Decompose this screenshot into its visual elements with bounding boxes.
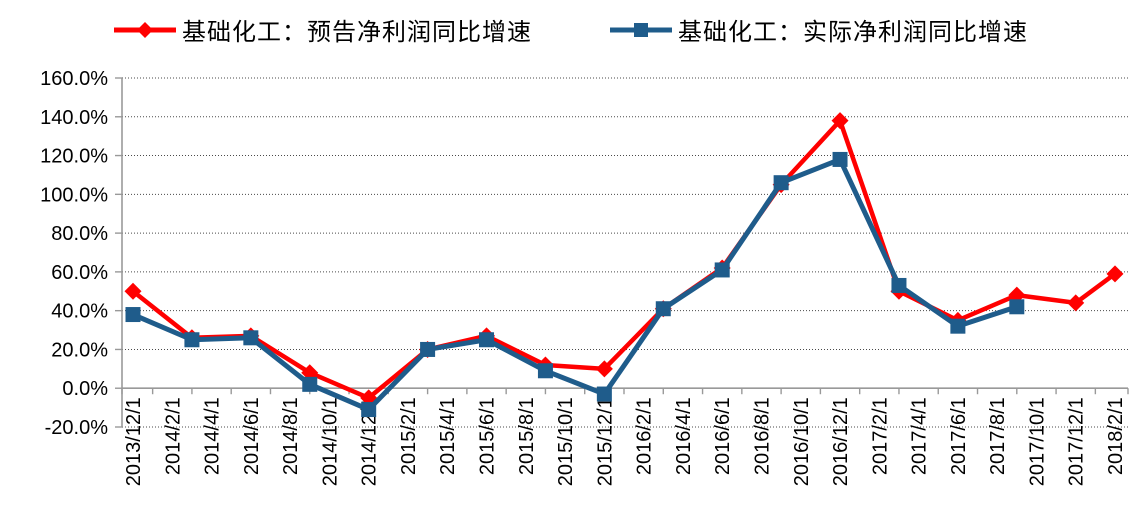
diamond-marker: [1067, 294, 1085, 312]
y-axis-label: 0.0%: [62, 378, 108, 400]
x-axis-label: 2016/2/1: [634, 397, 656, 475]
legend: 基础化工：预告净利润同比增速 基础化工：实际净利润同比增速: [0, 0, 1137, 46]
x-axis-label: 2017/12/1: [1066, 397, 1088, 486]
square-marker: [714, 262, 730, 278]
legend-label-forecast: 基础化工：预告净利润同比增速: [182, 20, 532, 46]
square-marker: [950, 318, 966, 334]
square-marker: [891, 277, 907, 293]
x-axis-label: 2015/2/1: [398, 397, 420, 475]
square-marker: [655, 301, 671, 317]
x-axis-label: 2014/2/1: [162, 397, 184, 475]
x-axis-label: 2014/6/1: [241, 397, 263, 475]
x-axis-label: 2017/10/1: [1026, 397, 1048, 486]
x-axis-label: 2015/12/1: [594, 397, 616, 486]
x-axis-label: 2017/8/1: [987, 397, 1009, 475]
x-axis-label: 2018/2/1: [1105, 397, 1127, 475]
y-axis-label: 140.0%: [40, 107, 108, 129]
square-marker: [420, 341, 436, 357]
x-axis-label: 2015/10/1: [555, 397, 577, 486]
square-marker: [184, 332, 200, 348]
square-marker: [596, 386, 612, 402]
x-axis-label: 2015/4/1: [437, 397, 459, 475]
x-axis-label: 2016/12/1: [830, 397, 852, 486]
legend-item-actual: 基础化工：实际净利润同比增速: [610, 12, 1028, 47]
y-axis-label: 40.0%: [51, 301, 108, 323]
y-axis-label: 160.0%: [40, 68, 108, 90]
x-axis-label: 2016/4/1: [673, 397, 695, 475]
x-axis-label: 2014/8/1: [280, 397, 302, 475]
y-axis-label: 100.0%: [40, 184, 108, 206]
x-axis-label: 2014/4/1: [202, 397, 224, 475]
y-axis-label: 120.0%: [40, 146, 108, 168]
diamond-marker: [1106, 265, 1124, 283]
square-marker: [773, 175, 789, 191]
x-axis-label: 2017/6/1: [948, 397, 970, 475]
legend-square-marker: [634, 22, 648, 37]
diamond-marker: [124, 282, 142, 300]
x-axis-label: 2014/12/1: [359, 397, 381, 486]
square-marker: [302, 376, 318, 392]
x-axis-label: 2016/6/1: [712, 397, 734, 475]
x-axis-label: 2014/10/1: [319, 397, 341, 486]
legend-actual-line-square-icon: [610, 22, 672, 37]
square-marker: [361, 402, 377, 418]
y-axis-label: 80.0%: [51, 223, 108, 245]
series-line-forecast: [130, 118, 1118, 401]
square-marker: [832, 151, 848, 167]
square-marker: [479, 332, 495, 348]
x-axis-label: 2017/2/1: [869, 397, 891, 475]
square-marker: [243, 330, 259, 346]
x-axis-label: 2015/8/1: [516, 397, 538, 475]
legend-diamond-marker: [137, 21, 153, 38]
square-marker: [1009, 299, 1025, 315]
y-axis-label: -20.0%: [45, 417, 109, 439]
diamond-marker: [595, 360, 613, 378]
x-axis-label: 2017/4/1: [909, 397, 931, 475]
square-marker: [537, 363, 553, 379]
legend-item-forecast: 基础化工：预告净利润同比增速: [114, 12, 532, 47]
x-axis-label: 2016/10/1: [791, 397, 813, 486]
y-axis-label: 20.0%: [51, 339, 108, 361]
series-line-actual: [130, 156, 1020, 413]
diamond-marker: [831, 112, 849, 130]
x-axis-label: 2016/8/1: [751, 397, 773, 475]
y-axis-label: 60.0%: [51, 262, 108, 284]
x-axis-label: 2013/12/1: [123, 397, 145, 486]
x-axis-label: 2015/6/1: [477, 397, 499, 475]
legend-forecast-line-diamond-icon: [114, 21, 176, 38]
square-marker: [125, 307, 141, 323]
legend-label-actual: 基础化工：实际净利润同比增速: [678, 20, 1028, 46]
